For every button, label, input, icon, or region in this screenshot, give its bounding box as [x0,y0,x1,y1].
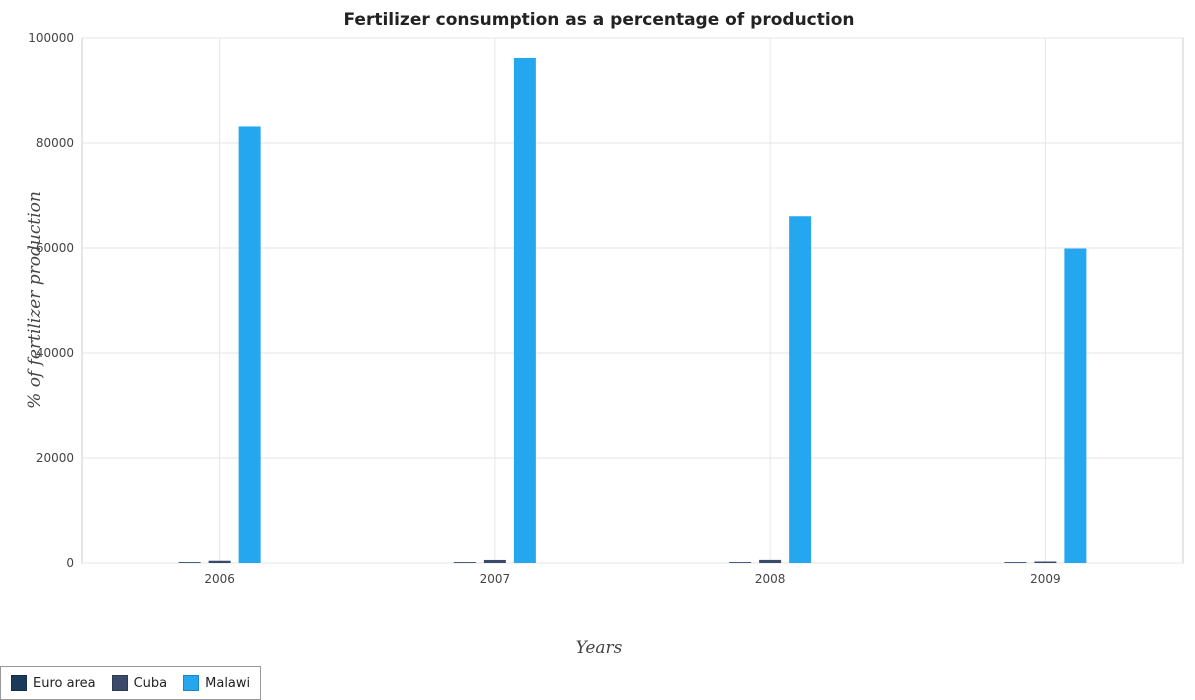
y-tick-label: 80000 [36,136,74,150]
x-tick-label: 2006 [204,572,235,586]
bar-cuba-2006 [208,560,231,563]
bar-cuba-2009 [1034,561,1057,563]
legend-item-malawi: Malawi [183,675,250,691]
bar-malawi-2006 [238,126,261,564]
chart-title: Fertilizer consumption as a percentage o… [343,10,854,30]
legend-label: Malawi [205,675,251,691]
legend-label: Euro area [33,675,96,691]
bar-euro-area-2006 [178,562,201,563]
bar-malawi-2008 [789,216,812,564]
legend-item-cuba: Cuba [111,675,168,691]
x-tick-label: 2007 [480,572,511,586]
bar-euro-area-2008 [729,562,752,563]
y-tick-label: 40000 [36,346,74,360]
bar-malawi-2007 [513,57,536,563]
x-axis-label: Years [576,638,623,658]
y-tick-labels: 0 20000 40000 60000 80000 100000 [28,31,74,570]
bar-euro-area-2007 [453,562,476,563]
y-tick-label: 60000 [36,241,74,255]
grid-lines [81,37,1184,564]
legend-item-euro-area: Euro area [11,675,96,691]
y-tick-label: 20000 [36,451,74,465]
y-tick-label: 0 [66,556,74,570]
legend: Euro area Cuba Malawi [0,666,262,700]
bar-euro-area-2009 [1004,562,1027,563]
y-axis-label: % of fertilizer production [25,191,45,409]
bar-cuba-2008 [759,559,782,563]
bar-cuba-2007 [483,559,506,563]
legend-swatch [11,675,27,691]
y-tick-label: 100000 [28,31,74,45]
bar-malawi-2009 [1064,248,1087,563]
legend-label: Cuba [133,675,168,691]
x-tick-label: 2008 [755,572,786,586]
x-tick-label: 2009 [1030,572,1061,586]
legend-swatch [183,675,200,691]
legend-swatch [111,675,128,691]
x-tick-labels: 2006 2007 2008 2009 [204,572,1060,586]
bar-layer [178,57,1087,564]
